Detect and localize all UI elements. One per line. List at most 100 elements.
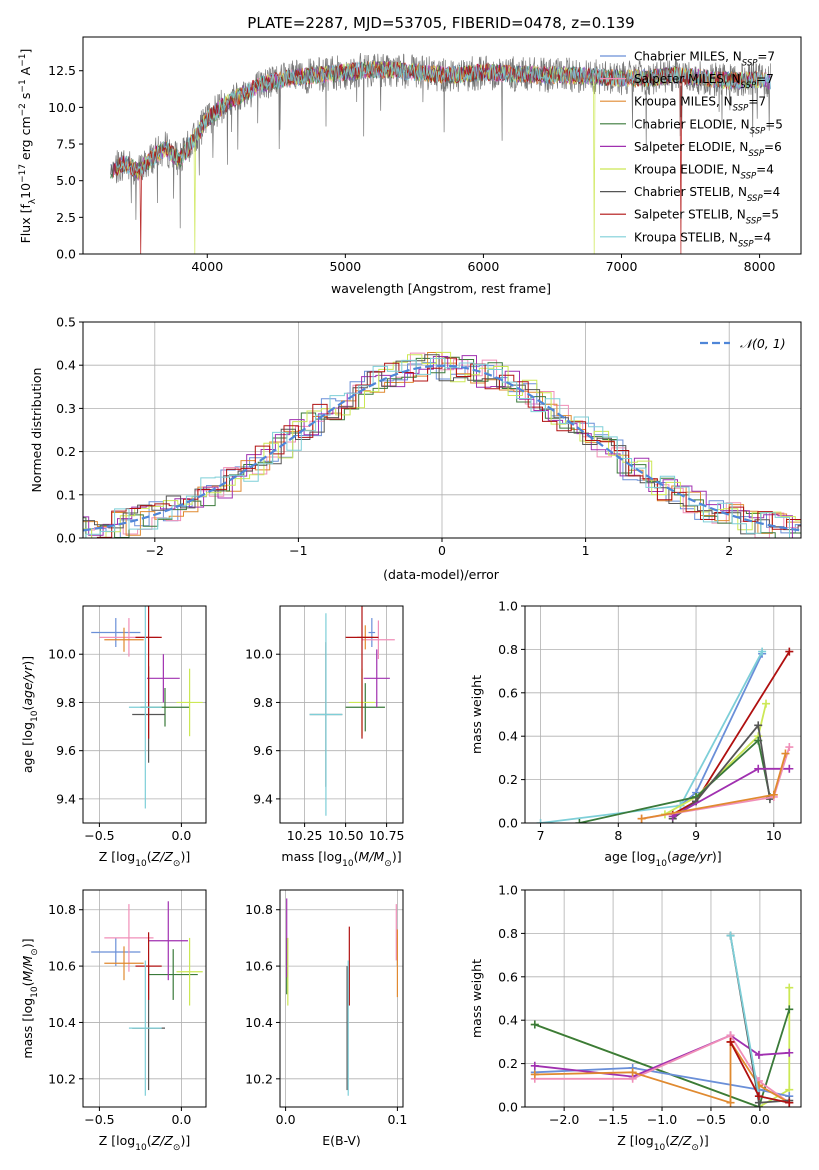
plot-area bbox=[91, 901, 203, 1096]
series-marker bbox=[726, 931, 735, 940]
series-marker bbox=[530, 1061, 539, 1070]
y-tick-label: 9.6 bbox=[56, 743, 76, 758]
series-marker bbox=[575, 819, 584, 823]
series-marker bbox=[637, 814, 646, 823]
x-tick-label: 10.50 bbox=[328, 828, 364, 843]
x-axis-label: mass [log10(M/M⊙)] bbox=[281, 849, 401, 869]
x-tick-label: 0.0 bbox=[171, 1112, 191, 1127]
series-marker bbox=[785, 1048, 794, 1057]
y-tick-label: 0.0 bbox=[498, 816, 518, 831]
x-tick-label: 4000 bbox=[191, 259, 223, 274]
y-tick-label: 10.4 bbox=[245, 1015, 273, 1030]
y-tick-label: 9.8 bbox=[253, 695, 273, 710]
y-tick-label: 9.4 bbox=[56, 791, 76, 806]
legend-entry: 𝒩(0, 1) bbox=[740, 336, 786, 351]
series-marker bbox=[785, 743, 794, 752]
x-axis-label: Z [log10(Z/Z⊙)] bbox=[99, 1133, 190, 1153]
x-tick-label: −0.5 bbox=[84, 1112, 114, 1127]
x-tick-label: −1.5 bbox=[598, 1112, 628, 1127]
axes-frame bbox=[524, 889, 802, 1108]
legend-entry: Kroupa MILES, NSSP=7 bbox=[634, 95, 766, 114]
x-tick-label: 0 bbox=[438, 543, 446, 558]
legend-entry: Salpeter ELODIE, NSSP=6 bbox=[634, 140, 782, 159]
mass-weight-series bbox=[672, 651, 791, 816]
y-tick-label: 9.6 bbox=[253, 743, 273, 758]
mass-weight-series bbox=[534, 1038, 790, 1104]
series-marker bbox=[726, 1037, 735, 1046]
x-tick-label: −0.5 bbox=[696, 1112, 726, 1127]
series-marker bbox=[530, 1070, 539, 1079]
axes-frame bbox=[524, 605, 802, 824]
y-tick-label: 10.6 bbox=[48, 959, 76, 974]
series-marker bbox=[754, 1050, 763, 1059]
plot-area bbox=[91, 606, 203, 809]
x-axis-label: E(B-V) bbox=[322, 1133, 361, 1148]
histogram-series bbox=[83, 355, 801, 538]
model-spectrum bbox=[115, 61, 771, 177]
x-axis-label: (data-model)/error bbox=[383, 567, 500, 582]
y-tick-label: 0.4 bbox=[498, 729, 518, 744]
y-tick-label: 10.2 bbox=[48, 1071, 76, 1086]
x-tick-label: −2.0 bbox=[549, 1112, 579, 1127]
histogram-series bbox=[83, 354, 801, 535]
plot-area bbox=[83, 351, 801, 538]
axes-frame bbox=[82, 605, 207, 824]
plot-area bbox=[530, 931, 794, 1107]
y-tick-label: 5.0 bbox=[56, 173, 76, 188]
series-marker bbox=[536, 819, 545, 823]
x-tick-label: 7000 bbox=[606, 259, 638, 274]
y-tick-label: 10.0 bbox=[245, 647, 273, 662]
x-tick-label: −2 bbox=[146, 543, 164, 558]
y-tick-label: 10.8 bbox=[245, 902, 273, 917]
plot-layer: 4000 5000 6000 7000 80000.02.55.07.510.012.5… bbox=[18, 36, 802, 1153]
x-axis-label: wavelength [Angstrom, rest frame] bbox=[331, 281, 551, 296]
y-tick-label: 0.0 bbox=[498, 1100, 518, 1115]
series-marker bbox=[754, 1092, 763, 1101]
series-marker bbox=[628, 1068, 637, 1077]
legend-entry: Chabrier ELODIE, NSSP=5 bbox=[634, 117, 783, 136]
series-marker bbox=[785, 647, 794, 656]
gaussian-curve bbox=[83, 364, 801, 532]
y-tick-label: 0.2 bbox=[498, 772, 518, 787]
mass-weight-series bbox=[534, 1009, 791, 1107]
mass-weight-series bbox=[664, 703, 767, 816]
age-z-axes: −0.5 0.0 9.4 9.6 9.8 10.0 Z [log10(Z/Z⊙)] age [… bbox=[20, 605, 207, 869]
plot-area bbox=[536, 647, 794, 823]
series-marker bbox=[754, 721, 763, 730]
y-tick-label: 9.4 bbox=[253, 791, 273, 806]
y-tick-label: 0.2 bbox=[56, 444, 76, 459]
y-axis-label: Flux [fλ10−17 erg cm−2 s−1 A−1] bbox=[18, 49, 38, 244]
plot-area bbox=[286, 898, 399, 1096]
y-axis-label: mass weight bbox=[469, 959, 484, 1038]
x-tick-label: −1 bbox=[289, 543, 307, 558]
x-tick-label: 7 bbox=[537, 828, 545, 843]
series-marker bbox=[785, 1005, 794, 1014]
y-tick-label: 2.5 bbox=[56, 210, 76, 225]
plot-area bbox=[110, 52, 771, 254]
mass-z-axes: −0.5 0.0 10.2 10.4 10.6 10.8 Z [log10(Z/Z⊙)] ma… bbox=[20, 889, 207, 1153]
series-marker bbox=[769, 790, 778, 799]
x-axis-label: age [log10(age/yr)] bbox=[604, 849, 721, 869]
y-tick-label: 10.6 bbox=[245, 959, 273, 974]
y-tick-label: 0.0 bbox=[56, 531, 76, 546]
y-tick-label: 0.8 bbox=[498, 926, 518, 941]
x-tick-label: 2 bbox=[725, 543, 733, 558]
mass-weight-z-axes: −2.0 −1.5 −1.0 −0.5 0.0 0.0 0.2 0.4 0.6 0.8 1.0 Z [… bbox=[469, 883, 802, 1153]
y-tick-label: 10.2 bbox=[245, 1071, 273, 1086]
x-tick-label: 8000 bbox=[744, 259, 776, 274]
x-tick-label: 9 bbox=[692, 828, 700, 843]
y-tick-label: 10.0 bbox=[48, 100, 76, 115]
y-tick-label: 0.8 bbox=[498, 642, 518, 657]
mass-weight-age-axes: 7 8 9 10 0.0 0.2 0.4 0.6 0.8 1.0 age [log10(age/yr… bbox=[469, 599, 802, 869]
y-tick-label: 7.5 bbox=[56, 137, 76, 152]
legend-entry: Salpeter MILES, NSSP=7 bbox=[634, 72, 774, 91]
x-tick-label: 5000 bbox=[329, 259, 361, 274]
age-mass-axes: 10.25 10.50 10.75 9.4 9.6 9.8 10.0 mass [log10(… bbox=[245, 605, 404, 869]
x-tick-label: 10.25 bbox=[287, 828, 323, 843]
x-tick-label: 0.0 bbox=[276, 1112, 296, 1127]
x-tick-label: 0.0 bbox=[750, 1112, 770, 1127]
x-tick-label: 10 bbox=[766, 828, 782, 843]
legend-entry: Chabrier MILES, NSSP=7 bbox=[634, 50, 775, 69]
spectrum-axes: 4000 5000 6000 7000 8000 0.0 2.5 5.0 7.5 10.0 12.5… bbox=[18, 36, 802, 296]
